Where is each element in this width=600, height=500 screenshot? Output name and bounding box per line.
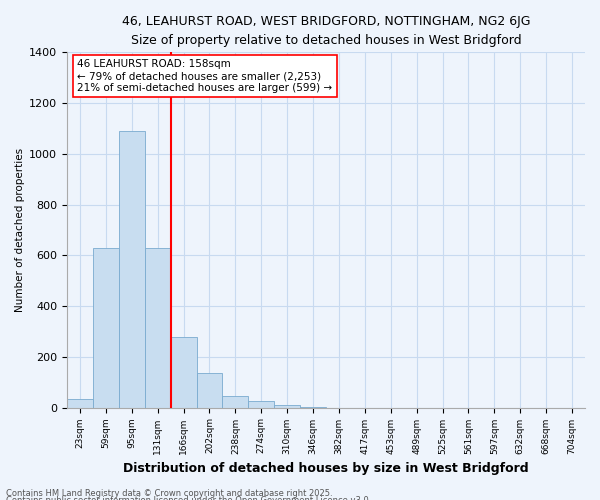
- Bar: [248, 401, 274, 407]
- Text: Contains public sector information licensed under the Open Government Licence v3: Contains public sector information licen…: [6, 496, 371, 500]
- Bar: [119, 131, 145, 407]
- Y-axis label: Number of detached properties: Number of detached properties: [15, 148, 25, 312]
- Bar: [145, 248, 170, 408]
- Bar: [223, 396, 248, 407]
- Text: 46 LEAHURST ROAD: 158sqm
← 79% of detached houses are smaller (2,253)
21% of sem: 46 LEAHURST ROAD: 158sqm ← 79% of detach…: [77, 60, 332, 92]
- Bar: [170, 336, 197, 407]
- Bar: [300, 407, 326, 408]
- Text: Contains HM Land Registry data © Crown copyright and database right 2025.: Contains HM Land Registry data © Crown c…: [6, 488, 332, 498]
- Bar: [93, 248, 119, 408]
- Bar: [274, 405, 300, 407]
- X-axis label: Distribution of detached houses by size in West Bridgford: Distribution of detached houses by size …: [123, 462, 529, 475]
- Bar: [67, 398, 93, 407]
- Title: 46, LEAHURST ROAD, WEST BRIDGFORD, NOTTINGHAM, NG2 6JG
Size of property relative: 46, LEAHURST ROAD, WEST BRIDGFORD, NOTTI…: [122, 15, 530, 47]
- Bar: [197, 374, 223, 408]
